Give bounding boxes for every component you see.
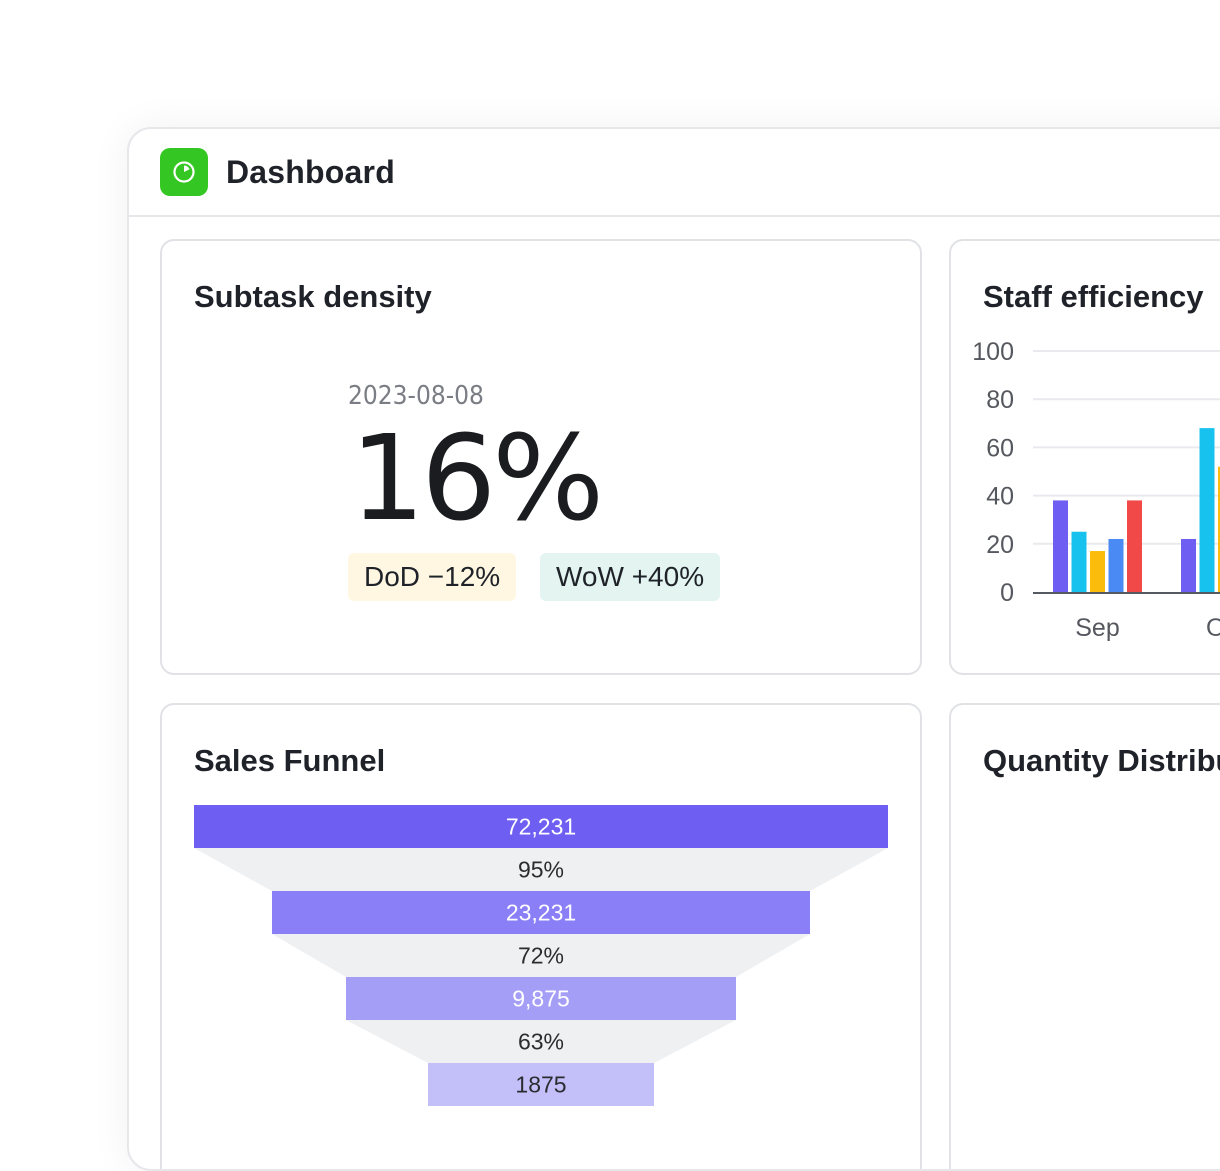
staff-efficiency-card: Staff efficiency 0 20 40 60 80 100 Sep Oct (949, 239, 1220, 675)
bar (1218, 466, 1220, 592)
y-tick-label: 60 (986, 434, 1014, 462)
funnel-conversion-label: 63% (518, 1029, 564, 1055)
y-tick-label: 20 (986, 531, 1014, 559)
card-title: Quantity Distribution (983, 743, 1220, 778)
dashboard-gauge-icon (160, 148, 208, 196)
funnel-conversion-label: 72% (518, 943, 564, 969)
funnel-stage-label: 72,231 (506, 814, 576, 840)
funnel-stage-bar (346, 977, 736, 1020)
y-tick-label: 100 (972, 338, 1014, 366)
sales-funnel-card: Sales Funnel 72,231 23,231 9,875 1875 95% 72%… (160, 703, 922, 1169)
dashboard-window: Dashboard Subtask density 2023-08-08 16%… (127, 127, 1220, 1171)
page-title: Dashboard (226, 154, 395, 190)
y-tick-label: 0 (1000, 579, 1014, 607)
funnel-connector (272, 934, 810, 977)
funnel-stage-bar (428, 1063, 654, 1106)
bar (1108, 538, 1124, 592)
y-tick-label: 40 (986, 483, 1014, 511)
x-tick-label: Oct (1206, 614, 1220, 642)
funnel-stage-bar (194, 805, 888, 848)
card-title: Staff efficiency (983, 279, 1204, 314)
bar (1090, 551, 1105, 592)
funnel-stage-bar (272, 891, 810, 934)
dod-badge: DoD −12% (348, 553, 517, 601)
bar (1071, 531, 1087, 592)
metric-value: 16% (350, 409, 604, 547)
wow-badge: WoW +40% (540, 553, 721, 601)
bar (1053, 500, 1068, 592)
bar (1181, 538, 1196, 592)
metric-date: 2023-08-08 (348, 381, 484, 411)
funnel-stage-label: 23,231 (506, 900, 576, 926)
y-tick-label: 80 (986, 386, 1014, 414)
funnel-stage-label: 1875 (515, 1072, 566, 1098)
staff-efficiency-chart: 0 20 40 60 80 100 Sep Oct (972, 338, 1220, 642)
bar (1199, 428, 1215, 592)
card-title: Subtask density (194, 279, 432, 314)
title-bar: Dashboard (129, 129, 1220, 217)
funnel-conversion-label: 95% (518, 857, 564, 883)
sales-funnel-chart: 72,231 23,231 9,875 1875 95% 72% 63% (194, 805, 888, 1106)
x-tick-label: Sep (1075, 614, 1119, 642)
funnel-connector (346, 1020, 736, 1063)
funnel-connector (194, 848, 888, 891)
subtask-density-card: Subtask density 2023-08-08 16% DoD −12% … (160, 239, 922, 675)
funnel-stage-label: 9,875 (512, 986, 570, 1012)
bar (1127, 500, 1142, 592)
card-title: Sales Funnel (194, 743, 386, 778)
quantity-distribution-card: Quantity Distribution (949, 703, 1220, 1169)
